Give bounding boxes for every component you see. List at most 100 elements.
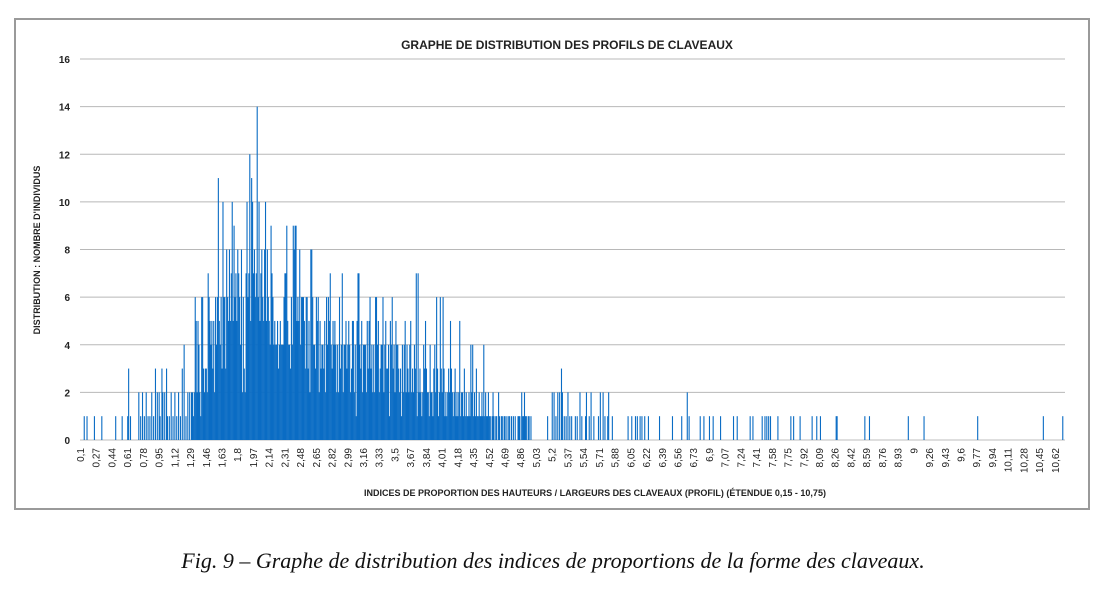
histogram-bar bbox=[408, 392, 410, 440]
histogram-bar bbox=[597, 416, 600, 440]
histogram-bar bbox=[161, 368, 163, 440]
histogram-bar bbox=[193, 392, 195, 440]
y-tick-label: 12 bbox=[59, 150, 71, 161]
x-tick-label: 10,28 bbox=[1019, 448, 1030, 473]
histogram-bar bbox=[303, 320, 305, 440]
histogram-bar bbox=[170, 392, 172, 440]
histogram-bar bbox=[478, 392, 480, 440]
x-tick-label: 2,31 bbox=[280, 448, 291, 468]
histogram-bar bbox=[191, 392, 194, 440]
histogram-chart: GRAPHE DE DISTRIBUTION DES PROFILS DE CL… bbox=[32, 38, 1065, 498]
histogram-bar bbox=[426, 392, 428, 440]
histogram-bar bbox=[258, 201, 260, 440]
histogram-bar bbox=[329, 273, 331, 440]
x-tick-label: 4,69 bbox=[501, 448, 512, 468]
histogram-bar bbox=[749, 416, 751, 440]
histogram-bar bbox=[301, 297, 303, 440]
histogram-bar bbox=[268, 320, 270, 440]
histogram-bar bbox=[367, 368, 369, 440]
histogram-bar bbox=[220, 297, 222, 440]
histogram-bar bbox=[231, 201, 233, 440]
histogram-bar bbox=[273, 344, 275, 440]
x-tick-label: 0,27 bbox=[92, 448, 103, 468]
histogram-bar bbox=[304, 368, 306, 440]
histogram-bar bbox=[331, 368, 333, 440]
histogram-bar bbox=[224, 297, 226, 440]
x-tick-label: 2,48 bbox=[296, 448, 307, 468]
histogram-bar bbox=[349, 344, 351, 440]
histogram-bar bbox=[210, 344, 212, 440]
histogram-bar bbox=[240, 344, 242, 440]
histogram-bar bbox=[256, 106, 258, 440]
x-tick-label: 5,03 bbox=[532, 448, 543, 468]
histogram-bar bbox=[433, 368, 435, 440]
histogram-bar bbox=[469, 416, 471, 440]
histogram-bar bbox=[864, 416, 866, 440]
histogram-bar bbox=[346, 368, 348, 440]
histogram-bar bbox=[456, 392, 458, 440]
histogram-bar bbox=[198, 344, 200, 440]
histogram-bar bbox=[143, 416, 145, 440]
histogram-bar bbox=[452, 416, 454, 440]
histogram-bar bbox=[442, 297, 444, 440]
histogram-bar bbox=[688, 416, 690, 440]
histogram-bar bbox=[240, 249, 243, 440]
histogram-bar bbox=[291, 344, 293, 440]
histogram-bar bbox=[158, 392, 160, 440]
histogram-bar bbox=[356, 320, 358, 440]
histogram-bar bbox=[302, 297, 304, 440]
histogram-bar bbox=[816, 416, 818, 440]
histogram-bar bbox=[521, 392, 523, 440]
histogram-bar bbox=[530, 416, 532, 440]
histogram-bar bbox=[209, 320, 211, 440]
histogram-bar bbox=[339, 368, 341, 440]
histogram-bar bbox=[211, 320, 213, 440]
histogram-bar bbox=[269, 344, 271, 440]
histogram-bar bbox=[297, 297, 299, 440]
histogram-bar bbox=[195, 320, 197, 440]
histogram-bar bbox=[647, 416, 649, 440]
histogram-bar bbox=[360, 368, 362, 440]
histogram-bar bbox=[387, 368, 389, 440]
histogram-bar bbox=[631, 416, 633, 440]
x-tick-label: 1,46 bbox=[202, 448, 213, 468]
histogram-bar bbox=[472, 344, 474, 440]
histogram-bar bbox=[977, 416, 979, 440]
histogram-bar bbox=[413, 344, 415, 440]
histogram-bar bbox=[168, 416, 170, 440]
x-tick-label: 9,6 bbox=[956, 448, 967, 462]
x-tick-label: 6,39 bbox=[658, 448, 669, 468]
histogram-bar bbox=[446, 416, 448, 440]
histogram-bar bbox=[764, 416, 766, 440]
x-tick-label: 1,12 bbox=[170, 448, 181, 468]
histogram-bar bbox=[387, 344, 390, 440]
y-tick-label: 4 bbox=[64, 341, 70, 352]
histogram-bar bbox=[547, 416, 549, 440]
histogram-bar bbox=[151, 392, 153, 440]
x-tick-label: 10,62 bbox=[1051, 448, 1062, 473]
histogram-bar bbox=[159, 416, 161, 440]
x-tick-label: 8,26 bbox=[831, 448, 842, 468]
histogram-bar bbox=[708, 416, 711, 440]
x-tick-label: 4,35 bbox=[469, 448, 480, 468]
histogram-bar bbox=[448, 368, 450, 440]
histogram-bar bbox=[410, 320, 412, 440]
histogram-bar bbox=[481, 392, 483, 440]
histogram-bar bbox=[327, 297, 329, 440]
histogram-bar bbox=[149, 416, 151, 440]
histogram-bar bbox=[401, 344, 403, 440]
histogram-bar bbox=[459, 320, 461, 440]
histogram-bar bbox=[288, 344, 290, 440]
histogram-bar bbox=[202, 297, 204, 440]
histogram-bar bbox=[559, 392, 561, 440]
histogram-bar bbox=[237, 249, 239, 440]
histogram-bar bbox=[241, 392, 243, 440]
x-tick-label: 10,45 bbox=[1035, 448, 1046, 473]
histogram-bar bbox=[290, 297, 292, 440]
histogram-bar bbox=[522, 416, 524, 440]
histogram-bar bbox=[370, 368, 372, 440]
histogram-bar bbox=[416, 416, 418, 440]
histogram-bar bbox=[458, 392, 460, 440]
histogram-bar bbox=[437, 416, 440, 440]
histogram-bar bbox=[250, 320, 252, 440]
